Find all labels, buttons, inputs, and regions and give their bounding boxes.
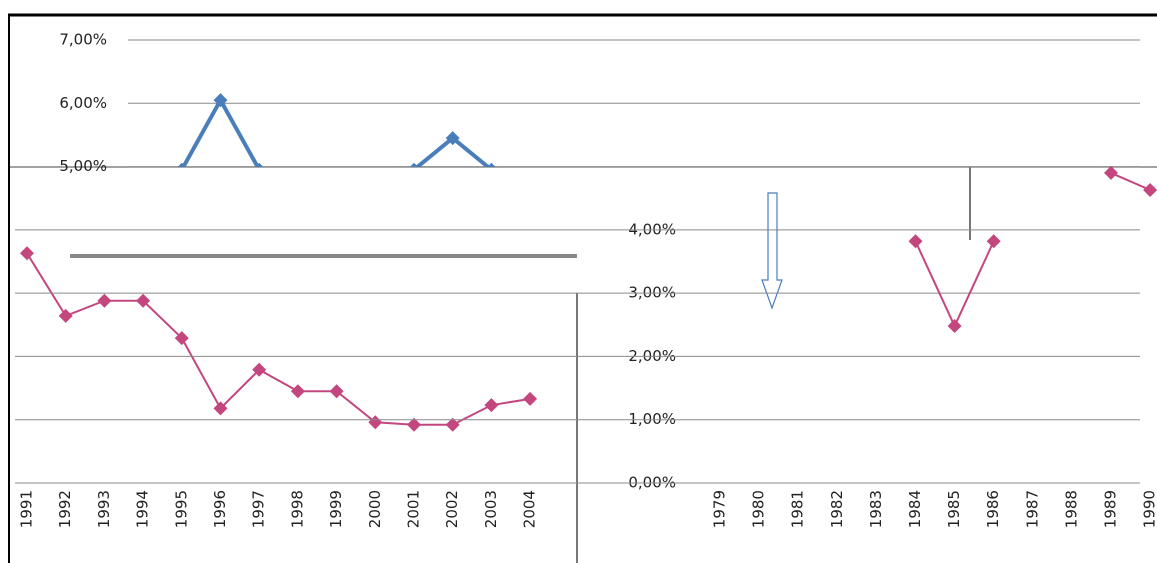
x-tick-label: 1982 bbox=[828, 490, 846, 528]
arrow-icon bbox=[761, 192, 783, 310]
x-tick-label: 1988 bbox=[1062, 490, 1080, 528]
x-tick-label: 1979 bbox=[711, 490, 729, 528]
series bbox=[177, 93, 496, 167]
marker bbox=[97, 293, 112, 308]
line bbox=[181, 96, 492, 167]
marker bbox=[213, 401, 228, 416]
x-tick-label: 2004 bbox=[521, 490, 539, 528]
x-tick-label: 1996 bbox=[211, 490, 229, 528]
series bbox=[20, 246, 538, 432]
marker bbox=[290, 384, 305, 399]
x-tick-label: 2000 bbox=[366, 490, 384, 528]
marker bbox=[523, 391, 538, 406]
x-tick-label: 2003 bbox=[482, 490, 500, 528]
marker bbox=[484, 398, 499, 413]
x-tick-label: 1985 bbox=[945, 490, 963, 528]
marker bbox=[1104, 165, 1118, 180]
x-tick-label: 2001 bbox=[405, 490, 423, 528]
x-tick-label: 1986 bbox=[984, 490, 1002, 528]
marker bbox=[445, 417, 460, 432]
x-tick-label: 1999 bbox=[327, 490, 345, 528]
x-tick-label: 1995 bbox=[172, 490, 190, 528]
x-tick-label: 2002 bbox=[443, 490, 461, 528]
line bbox=[26, 252, 531, 426]
x-tick-label: 1997 bbox=[250, 490, 268, 528]
x-tick-label: 1993 bbox=[95, 490, 113, 528]
marker bbox=[252, 362, 267, 377]
marker bbox=[174, 331, 189, 346]
x-tick-label: 1987 bbox=[1023, 490, 1041, 528]
series bbox=[908, 165, 1157, 334]
marker bbox=[177, 162, 187, 167]
marker bbox=[58, 308, 73, 323]
x-tick-label: 1981 bbox=[789, 490, 807, 528]
x-tick-label: 1998 bbox=[288, 490, 306, 528]
y-tick-label: 6,00% bbox=[59, 94, 107, 112]
x-tick-label: 1983 bbox=[867, 490, 885, 528]
marker bbox=[20, 246, 34, 261]
x-tick-label: 1992 bbox=[56, 490, 74, 528]
marker bbox=[986, 234, 1001, 249]
line bbox=[914, 171, 1151, 329]
x-tick-label: 1980 bbox=[750, 490, 768, 528]
x-tick-label: 1990 bbox=[1141, 490, 1157, 528]
marker bbox=[254, 162, 264, 167]
x-tick-label: 1984 bbox=[906, 490, 924, 528]
marker bbox=[136, 293, 151, 308]
marker bbox=[409, 162, 419, 167]
marker bbox=[947, 319, 962, 334]
x-tick-label: 1989 bbox=[1102, 490, 1120, 528]
marker bbox=[407, 417, 421, 432]
y-tick-label: 5,00% bbox=[59, 157, 107, 175]
marker bbox=[1143, 182, 1157, 197]
x-tick-label: 1994 bbox=[134, 490, 152, 528]
marker bbox=[329, 384, 344, 399]
marker bbox=[213, 93, 228, 108]
marker bbox=[445, 131, 460, 146]
y-tick-label: 7,00% bbox=[59, 31, 107, 49]
x-tick-label: 1991 bbox=[18, 490, 36, 528]
marker bbox=[908, 234, 923, 249]
marker bbox=[487, 162, 496, 167]
marker bbox=[368, 415, 383, 430]
